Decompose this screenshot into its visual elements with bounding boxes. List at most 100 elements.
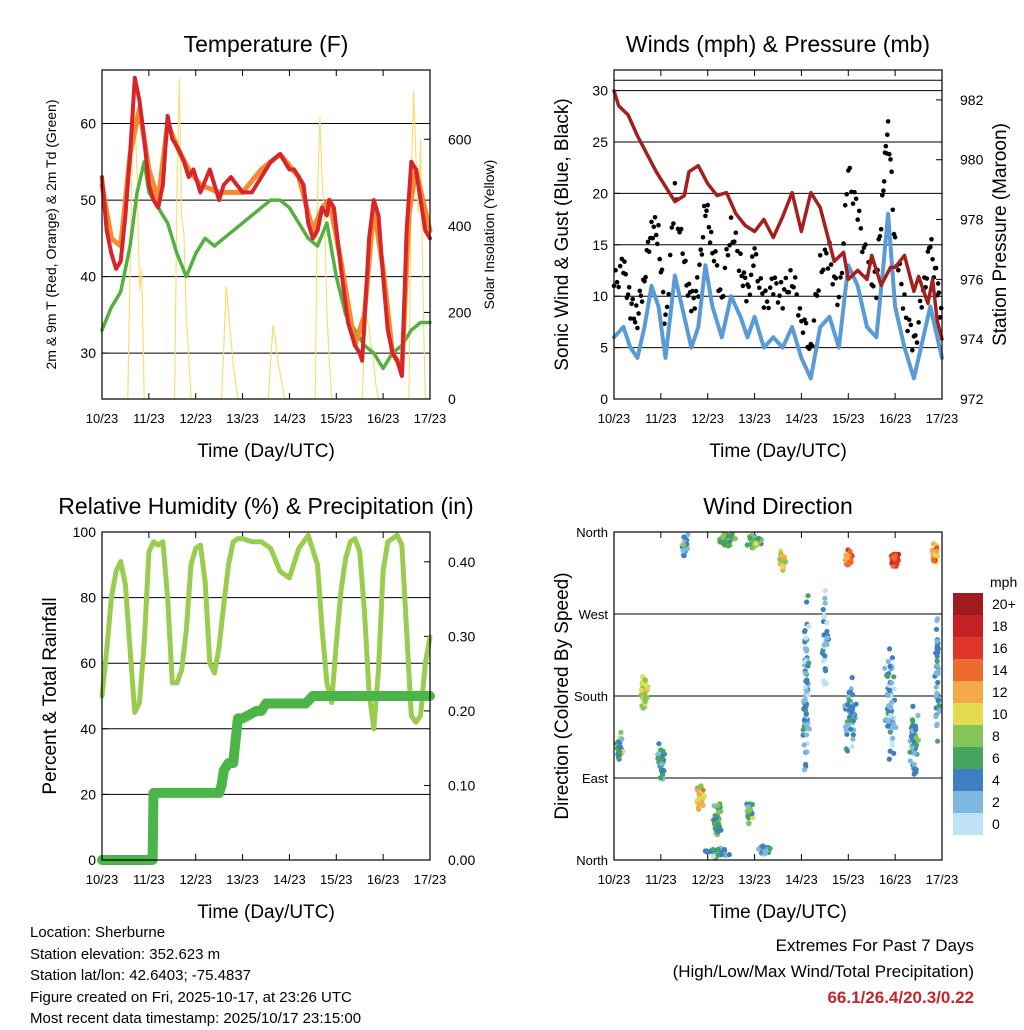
gust-point xyxy=(747,292,753,298)
direction-point xyxy=(915,712,921,719)
direction-point xyxy=(717,539,723,545)
direction-point xyxy=(747,535,753,541)
direction-point xyxy=(806,660,812,666)
gust-point xyxy=(881,179,887,184)
direction-point xyxy=(907,749,913,755)
direction-point xyxy=(853,701,859,707)
direction-point xyxy=(824,620,830,626)
gust-point xyxy=(758,276,764,281)
gust-point xyxy=(767,285,773,291)
gust-point xyxy=(917,298,923,304)
x-tick-label: 17/23 xyxy=(926,411,959,426)
direction-point xyxy=(644,695,650,701)
direction-point xyxy=(767,845,773,852)
gust-point xyxy=(744,299,749,304)
gust-point xyxy=(672,181,678,186)
direction-point xyxy=(824,635,830,641)
gust-point xyxy=(887,151,892,157)
direction-point xyxy=(882,665,888,671)
direction-point xyxy=(891,686,897,692)
direction-point xyxy=(802,670,808,677)
gust-point xyxy=(839,270,845,276)
gust-point xyxy=(701,203,707,209)
direction-point xyxy=(728,534,734,540)
gust-point xyxy=(741,270,747,275)
gust-point xyxy=(885,132,890,138)
gust-point xyxy=(704,208,709,213)
gust-point xyxy=(761,305,767,310)
direction-point xyxy=(822,595,828,601)
gust-point xyxy=(910,348,915,353)
x-tick-label: 12/23 xyxy=(179,872,212,887)
gust-point xyxy=(777,293,782,299)
gust-point xyxy=(924,276,930,281)
gust-point xyxy=(733,230,739,235)
gust-point xyxy=(651,224,657,230)
x-tick-label: 15/23 xyxy=(832,872,865,887)
gust-point xyxy=(643,274,648,280)
gust-point xyxy=(794,292,799,297)
gust-point xyxy=(645,239,651,245)
gust-point xyxy=(721,293,726,299)
gust-point xyxy=(811,318,817,323)
gust-point xyxy=(639,299,645,304)
gust-point xyxy=(631,316,637,322)
gust-point xyxy=(929,237,934,242)
x-tick-label: 10/23 xyxy=(598,872,631,887)
direction-point xyxy=(617,749,623,755)
y-tick-label: East xyxy=(582,771,608,786)
direction-point xyxy=(732,536,738,542)
gust-point xyxy=(666,291,671,297)
gust-point xyxy=(914,340,920,345)
gust-point xyxy=(735,248,740,254)
gust-point xyxy=(691,295,696,301)
gust-point xyxy=(850,201,856,206)
y-right-tick-label: 974 xyxy=(960,331,984,347)
direction-point xyxy=(721,847,728,853)
gust-point xyxy=(751,263,756,269)
y-right-tick-label: 982 xyxy=(960,92,984,108)
gust-point xyxy=(913,333,918,338)
legend-swatch xyxy=(953,769,983,791)
direction-point xyxy=(639,681,646,687)
gust-point xyxy=(625,292,631,297)
y-tick-label: North xyxy=(576,853,608,868)
direction-point xyxy=(803,711,809,717)
direction-point xyxy=(715,846,721,853)
gust-point xyxy=(739,273,744,279)
x-tick-label: 16/23 xyxy=(367,411,400,426)
y-tick-label: North xyxy=(576,525,608,540)
legend-swatch xyxy=(953,703,983,725)
direction-point xyxy=(619,736,625,742)
direction-point xyxy=(804,679,810,686)
gust-point xyxy=(632,320,638,325)
gust-point xyxy=(774,281,779,286)
y-tick-label: 30 xyxy=(80,345,96,361)
gust-point xyxy=(835,302,840,308)
direction-point xyxy=(726,852,732,858)
x-tick-label: 10/23 xyxy=(86,411,119,426)
direction-point xyxy=(746,821,752,827)
gust-point xyxy=(636,311,641,316)
gust-point xyxy=(693,288,699,294)
x-axis-label: Time (Day/UTC) xyxy=(197,902,335,923)
legend-swatch xyxy=(953,725,983,747)
chart-title: Winds (mph) & Pressure (mb) xyxy=(626,31,930,57)
chart-title: Relative Humidity (%) & Precipitation (i… xyxy=(58,493,473,519)
gust-point xyxy=(724,247,729,252)
direction-point xyxy=(912,750,918,757)
gust-point xyxy=(860,249,865,255)
gust-point xyxy=(856,208,862,214)
direction-point xyxy=(910,703,916,710)
gust-point xyxy=(656,222,661,228)
direction-point xyxy=(718,808,724,815)
gust-point xyxy=(842,203,848,208)
winds-chart: Winds (mph) & Pressure (mb) Time (Day/UTC… xyxy=(552,31,1011,462)
y-axis-right-label: Station Pressure (Maroon) xyxy=(990,123,1011,346)
direction-point xyxy=(889,655,896,661)
extremes-subtitle: (High/Low/Max Wind/Total Precipitation) xyxy=(672,962,974,981)
direction-point xyxy=(655,755,661,762)
sonic-wind-line xyxy=(612,211,944,381)
x-tick-label: 12/23 xyxy=(179,411,212,426)
gust-point xyxy=(874,295,879,301)
